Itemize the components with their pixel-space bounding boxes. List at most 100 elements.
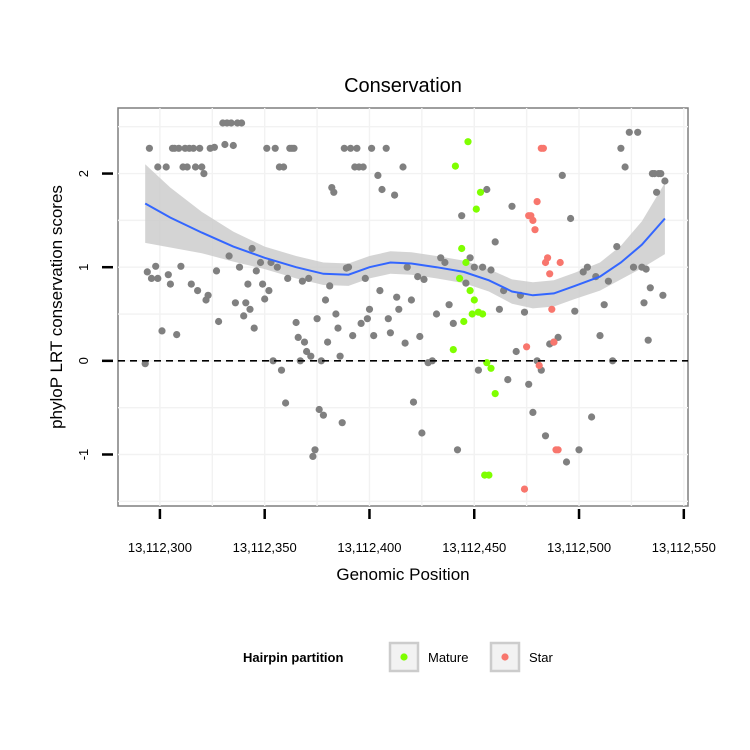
other-point [491,238,499,246]
other-point [215,317,223,326]
other-point [504,376,512,384]
other-point [596,332,604,340]
other-point [487,266,495,274]
other-point [238,119,246,127]
other-point [261,295,269,303]
other-point [303,347,311,356]
other-point [269,357,277,365]
other-point [376,287,384,295]
other-point [259,280,267,288]
other-point [225,252,233,260]
other-point [575,446,583,454]
y-tick-label: 2 [76,170,91,177]
other-point [386,329,394,337]
other-point [349,332,357,340]
other-point [152,262,160,270]
other-point [600,301,608,309]
other-point [290,144,298,152]
other-point [583,263,592,271]
legend-mature-dot [400,653,408,661]
other-point [338,419,346,427]
other-point [370,332,378,340]
star-point [556,258,564,267]
gridlines [118,108,688,506]
mature-point [468,310,476,318]
other-point [298,277,306,285]
y-tick-label: 1 [76,264,91,271]
other-point [644,336,652,344]
other-point [311,446,319,454]
other-point [604,277,613,285]
star-point [520,485,529,493]
other-point [363,315,371,323]
other-point [361,274,369,282]
other-point [554,333,562,341]
other-point [462,279,470,287]
other-point [256,258,265,267]
other-point [194,287,202,295]
other-point [326,282,334,290]
other-point [653,188,661,196]
other-point [330,188,338,196]
other-point [458,212,466,220]
other-point [229,141,237,150]
other-point [453,446,462,454]
other-point [437,254,445,262]
other-point [646,284,654,292]
other-point [525,380,533,388]
other-point [244,280,252,288]
other-point [470,263,478,271]
legend-title: Hairpin partition [243,650,343,665]
mature-point [487,364,495,372]
other-point [659,291,667,299]
other-point [474,366,482,374]
other-point [416,332,424,341]
other-point [196,144,204,152]
mature-point [449,346,457,354]
other-point [250,324,258,332]
other-point [294,333,302,341]
legend-key-star [489,641,521,673]
other-point [395,305,403,313]
x-axis-title: Genomic Position [336,565,469,584]
y-tick-label: -1 [76,449,91,461]
x-tick-label: 13,112,550 [652,540,716,555]
other-point [307,352,315,360]
other-point [365,305,374,313]
star-point [529,216,537,224]
other-point [324,338,332,346]
axes: 13,112,300 13,112,350 13,112,400 13,112,450… [76,170,716,555]
loess-smooth-line [144,202,666,297]
legend-label-star: Star [529,650,554,665]
other-point [621,163,629,171]
other-point [399,163,407,171]
other-point [357,319,365,327]
legend-star-dot [501,653,509,661]
other-point [640,299,648,307]
other-point [479,263,487,271]
mature-point [458,244,466,253]
other-point [332,310,340,318]
other-point [177,262,185,270]
other-point [221,140,229,149]
other-point [409,398,418,406]
other-point [541,432,550,440]
other-point [300,338,309,346]
mature-point [462,258,470,267]
other-point [407,296,415,304]
other-point [613,243,621,251]
other-point [154,163,162,171]
other-point [248,244,256,253]
other-point [280,163,288,171]
other-point [166,280,174,288]
other-point [175,144,183,152]
other-point [617,144,625,152]
other-point [158,327,166,335]
other-point [403,263,411,271]
mature-point [466,287,474,295]
other-point [309,452,317,460]
x-tick-label: 13,112,500 [547,540,611,555]
other-point [164,271,172,279]
other-point [642,265,650,273]
mature-point [460,317,468,326]
